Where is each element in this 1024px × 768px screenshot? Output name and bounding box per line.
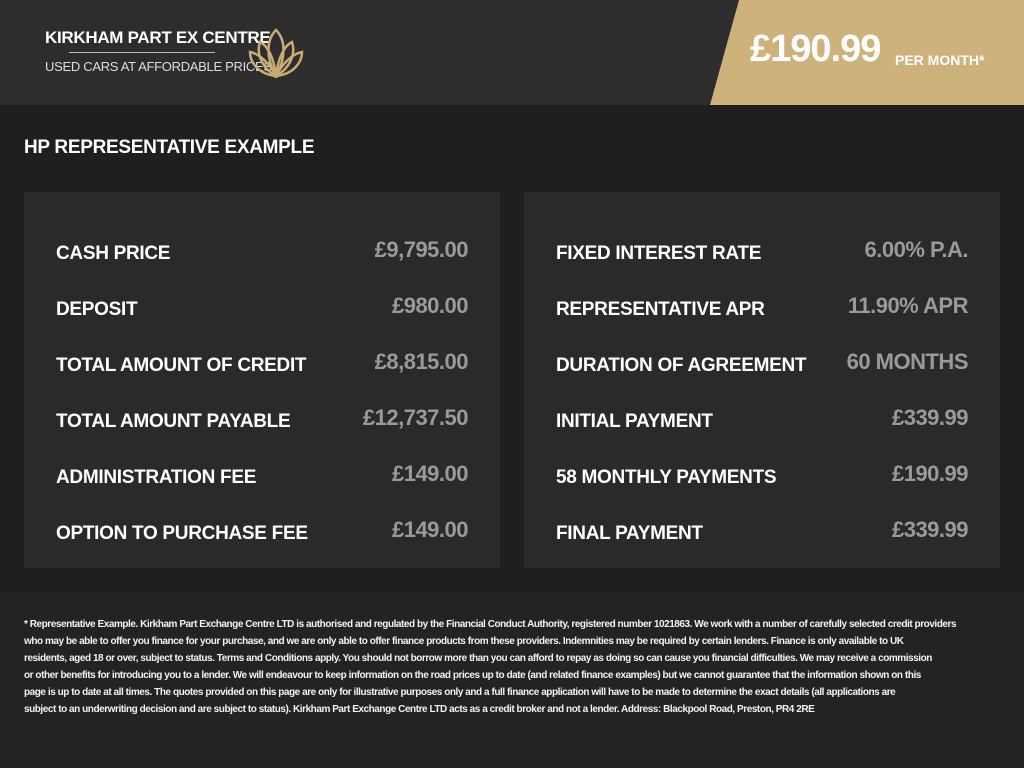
finance-label: OPTION TO PURCHASE FEE — [56, 523, 308, 544]
finance-label: FINAL PAYMENT — [556, 523, 703, 544]
finance-label: TOTAL AMOUNT PAYABLE — [56, 411, 291, 432]
finance-value: £8,815.00 — [374, 349, 469, 374]
brand-name: KIRKHAM PART EX CENTRE — [45, 28, 271, 47]
finance-row: 58 MONTHLY PAYMENTS £190.99 — [556, 446, 969, 502]
disclaimer: * Representative Example. Kirkham Part E… — [0, 592, 1024, 768]
finance-value: £12,737.50 — [362, 405, 469, 430]
disclaimer-line: page is up to date at all times. The quo… — [24, 687, 896, 698]
finance-value: 6.00% P.A. — [864, 237, 969, 262]
finance-row: INITIAL PAYMENT £339.99 — [556, 390, 969, 446]
finance-label: CASH PRICE — [56, 243, 171, 264]
finance-value: £339.99 — [891, 405, 969, 430]
finance-value: 60 MONTHS — [846, 349, 969, 374]
finance-row: OPTION TO PURCHASE FEE £149.00 — [56, 502, 469, 558]
finance-label: FIXED INTEREST RATE — [556, 243, 762, 264]
finance-row: DEPOSIT £980.00 — [56, 278, 469, 334]
finance-label: INITIAL PAYMENT — [556, 411, 713, 432]
finance-row: ADMINISTRATION FEE £149.00 — [56, 446, 469, 502]
lotus-logo-icon — [248, 28, 304, 78]
finance-label: ADMINISTRATION FEE — [56, 467, 257, 488]
finance-value: £980.00 — [391, 293, 469, 318]
disclaimer-line: or other benefits for introducing you to… — [24, 670, 921, 681]
finance-label: 58 MONTHLY PAYMENTS — [556, 467, 777, 488]
finance-value: £339.99 — [891, 517, 969, 542]
finance-label: DURATION OF AGREEMENT — [556, 355, 807, 376]
finance-value: £9,795.00 — [374, 237, 469, 262]
logo-divider — [69, 52, 215, 53]
left-finance-panel: CASH PRICE £9,795.00 DEPOSIT £980.00 TOTAL A… — [24, 192, 500, 568]
finance-row: TOTAL AMOUNT OF CREDIT £8,815.00 — [56, 334, 469, 390]
page-title: HP REPRESENTATIVE EXAMPLE — [24, 137, 315, 158]
disclaimer-line: who may be able to offer you finance for… — [24, 636, 904, 647]
monthly-price-panel: £190.99 PER MONTH* — [710, 0, 1024, 105]
finance-label: DEPOSIT — [56, 299, 138, 320]
brand-tagline: USED CARS AT AFFORDABLE PRICES — [45, 59, 272, 74]
disclaimer-line: residents, aged 18 or over, subject to s… — [24, 653, 932, 664]
finance-row: FIXED INTEREST RATE 6.00% P.A. — [556, 222, 969, 278]
finance-value: £190.99 — [891, 461, 969, 486]
disclaimer-line: subject to an underwriting decision and … — [24, 704, 815, 715]
finance-value: 11.90% APR — [847, 293, 969, 318]
finance-row: FINAL PAYMENT £339.99 — [556, 502, 969, 558]
finance-row: CASH PRICE £9,795.00 — [56, 222, 469, 278]
disclaimer-line: * Representative Example. Kirkham Part E… — [24, 619, 957, 630]
finance-row: TOTAL AMOUNT PAYABLE £12,737.50 — [56, 390, 469, 446]
monthly-price: £190.99 — [750, 28, 881, 70]
finance-value: £149.00 — [391, 517, 469, 542]
right-finance-panel: FIXED INTEREST RATE 6.00% P.A. REPRESENTAT… — [524, 192, 1000, 568]
finance-label: REPRESENTATIVE APR — [556, 299, 765, 320]
header: KIRKHAM PART EX CENTRE USED CARS AT AFFO… — [0, 0, 1024, 105]
finance-value: £149.00 — [391, 461, 469, 486]
finance-label: TOTAL AMOUNT OF CREDIT — [56, 355, 307, 376]
logo[interactable]: KIRKHAM PART EX CENTRE USED CARS AT AFFO… — [45, 28, 272, 74]
per-month-label: PER MONTH* — [895, 52, 985, 68]
finance-row: DURATION OF AGREEMENT 60 MONTHS — [556, 334, 969, 390]
finance-row: REPRESENTATIVE APR 11.90% APR — [556, 278, 969, 334]
